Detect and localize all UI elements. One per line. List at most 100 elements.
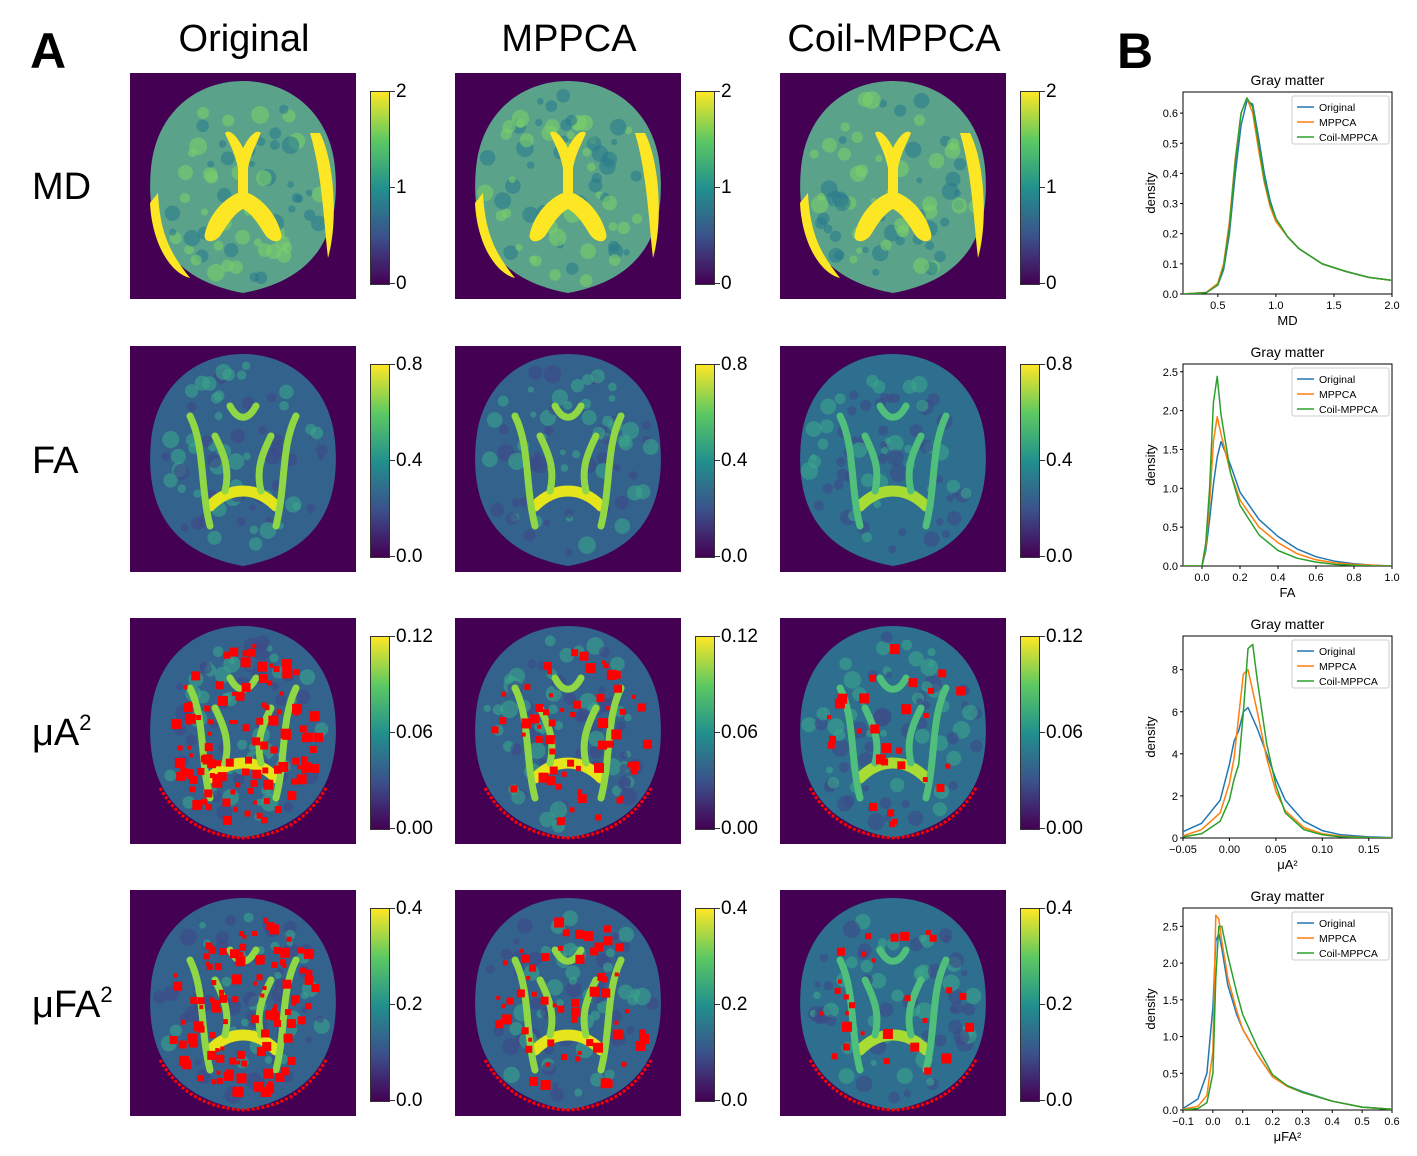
axes-frame bbox=[1182, 635, 1393, 839]
colorbar-tick-label: 0.4 bbox=[396, 450, 423, 471]
colorbar-tick-label: 0.12 bbox=[396, 626, 433, 647]
colorbar-tick-mark bbox=[390, 460, 395, 461]
colorbar-ua2-original bbox=[370, 636, 390, 830]
x-tick-label: 0.15 bbox=[1358, 844, 1379, 856]
colorbar-tick-label: 0.12 bbox=[1046, 626, 1083, 647]
colorbar-tick-label: 0.06 bbox=[396, 722, 433, 743]
colorbar-tick-label: 0.4 bbox=[1046, 450, 1073, 471]
colorbar-tick-label: 0.00 bbox=[721, 818, 758, 839]
histogram-title: Gray matter bbox=[1251, 344, 1325, 360]
column-title-coil-mppca: Coil-MPPCA bbox=[787, 18, 1001, 60]
legend-label: MPPCA bbox=[1319, 661, 1356, 673]
row-label-ufa2-text: μFA bbox=[32, 984, 101, 1026]
map-md-original bbox=[130, 73, 356, 299]
legend-box bbox=[1291, 367, 1390, 417]
y-tick-label: 1.5 bbox=[1163, 444, 1178, 456]
colorbar-tick-label: 2 bbox=[721, 81, 732, 102]
x-tick-label: 0.1 bbox=[1235, 1116, 1250, 1128]
brain-image bbox=[800, 354, 986, 566]
colorbar-tick-mark bbox=[1040, 1004, 1045, 1005]
colorbar-tick-label: 0.06 bbox=[721, 722, 758, 743]
colorbar-tick-mark bbox=[715, 1004, 720, 1005]
x-tick-label: 0.2 bbox=[1232, 572, 1247, 584]
series-line-coil-mppca bbox=[1183, 97, 1392, 294]
colorbar-tick-mark bbox=[715, 187, 720, 188]
colorbar-tick-mark bbox=[1040, 556, 1045, 557]
colorbar-tick-label: 0.4 bbox=[721, 450, 748, 471]
colorbar-tick-label: 0.2 bbox=[721, 994, 748, 1015]
y-tick-label: 2 bbox=[1172, 791, 1178, 803]
colorbar-tick-mark bbox=[715, 460, 720, 461]
y-tick-label: 0.6 bbox=[1163, 108, 1178, 120]
y-tick-label: 2.0 bbox=[1163, 958, 1178, 970]
colorbar-tick-label: 0.0 bbox=[1046, 546, 1073, 567]
x-tick-label: 1.0 bbox=[1268, 300, 1283, 312]
colorbar-tick-label: 0.4 bbox=[721, 898, 748, 919]
brain-image bbox=[800, 626, 986, 840]
legend-box bbox=[1291, 911, 1390, 961]
legend-label: Original bbox=[1319, 374, 1355, 386]
colorbar-md-original bbox=[370, 91, 390, 285]
map-md-mppca bbox=[455, 73, 681, 299]
brain-image bbox=[150, 81, 336, 293]
colorbar-tick-mark bbox=[1040, 91, 1045, 92]
colorbar-tick-mark bbox=[390, 283, 395, 284]
x-tick-label: 0.6 bbox=[1308, 572, 1323, 584]
brain-image bbox=[150, 626, 336, 840]
y-tick-label: 0.2 bbox=[1163, 229, 1178, 241]
brain-image bbox=[800, 81, 986, 293]
legend-label: Coil-MPPCA bbox=[1319, 948, 1378, 960]
x-tick-label: 2.0 bbox=[1384, 300, 1399, 312]
colorbar-tick-label: 1 bbox=[721, 177, 732, 198]
colorbar-tick-label: 0.0 bbox=[1046, 1090, 1073, 1111]
x-tick-label: 0.6 bbox=[1384, 1116, 1399, 1128]
brain-image bbox=[800, 898, 986, 1112]
colorbar-tick-mark bbox=[715, 91, 720, 92]
colorbar-tick-mark bbox=[390, 732, 395, 733]
colorbar-fa-coil-mppca bbox=[1020, 364, 1040, 558]
map-ua2-original bbox=[130, 618, 356, 844]
y-axis-label: density bbox=[1143, 716, 1158, 758]
colorbar-fa-original bbox=[370, 364, 390, 558]
colorbar-tick-label: 2 bbox=[396, 81, 407, 102]
legend-label: Original bbox=[1319, 102, 1355, 114]
series-line-original bbox=[1183, 440, 1392, 566]
x-tick-label: 0.00 bbox=[1219, 844, 1240, 856]
brain-image bbox=[475, 354, 661, 566]
colorbar-tick-mark bbox=[390, 908, 395, 909]
y-tick-label: 0.5 bbox=[1163, 1068, 1178, 1080]
colorbar-tick-mark bbox=[390, 1100, 395, 1101]
row-label-ua2: μA2 bbox=[32, 712, 92, 754]
histogram-2: Gray matter 0.0 0.5 1.0 1.5 2.0 2.5 0.0 0.2 0.4 0.… bbox=[1143, 344, 1400, 600]
series-line-coil-mppca bbox=[1183, 925, 1392, 1110]
histogram-title: Gray matter bbox=[1251, 616, 1325, 632]
colorbar-tick-mark bbox=[1040, 187, 1045, 188]
legend-label: Coil-MPPCA bbox=[1319, 676, 1378, 688]
column-title-original: Original bbox=[178, 18, 310, 60]
colorbar-tick-label: 0 bbox=[1046, 273, 1057, 294]
colorbar-tick-label: 1 bbox=[396, 177, 407, 198]
y-tick-label: 1.5 bbox=[1163, 995, 1178, 1007]
colorbar-tick-mark bbox=[1040, 283, 1045, 284]
y-tick-label: 0.3 bbox=[1163, 199, 1178, 211]
colorbar-tick-label: 0.00 bbox=[396, 818, 433, 839]
y-tick-label: 1.0 bbox=[1163, 1032, 1178, 1044]
series-line-mppca bbox=[1183, 668, 1392, 838]
legend-label: MPPCA bbox=[1319, 117, 1356, 129]
legend-label: Original bbox=[1319, 646, 1355, 658]
colorbar-tick-label: 0.06 bbox=[1046, 722, 1083, 743]
colorbar-tick-mark bbox=[1040, 1100, 1045, 1101]
y-tick-label: 0.1 bbox=[1163, 259, 1178, 271]
legend-label: Original bbox=[1319, 918, 1355, 930]
y-axis-label: density bbox=[1143, 988, 1158, 1030]
colorbar-tick-mark bbox=[1040, 828, 1045, 829]
x-tick-label: 0.8 bbox=[1346, 572, 1361, 584]
colorbar-ua2-mppca bbox=[695, 636, 715, 830]
x-tick-label: 0.10 bbox=[1312, 844, 1333, 856]
y-tick-label: 2.5 bbox=[1163, 921, 1178, 933]
x-tick-label: 0.5 bbox=[1354, 1116, 1369, 1128]
row-label-ua2-text: μA bbox=[32, 712, 80, 754]
colorbar-tick-mark bbox=[715, 556, 720, 557]
colorbar-tick-mark bbox=[1040, 908, 1045, 909]
